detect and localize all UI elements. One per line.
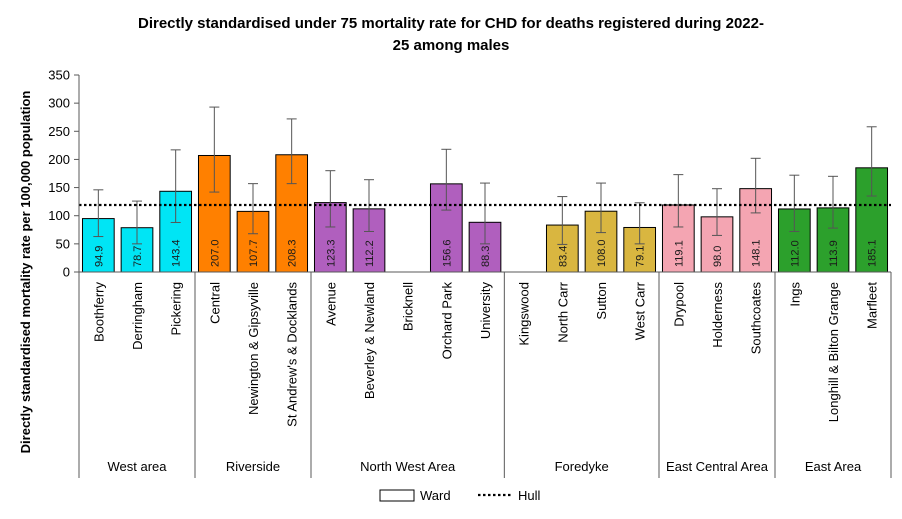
- x-group-label: Riverside: [226, 459, 280, 474]
- data-label: 94.9: [93, 246, 105, 267]
- legend-hull-label: Hull: [518, 488, 541, 503]
- data-label: 143.4: [171, 239, 183, 267]
- x-category-label: West Carr: [633, 281, 648, 340]
- x-category-label: Sutton: [594, 282, 609, 320]
- x-category-label: Beverley & Newland: [362, 282, 377, 399]
- x-group-label: Foredyke: [555, 459, 609, 474]
- data-label: 123.3: [325, 239, 337, 267]
- y-tick-label: 250: [48, 124, 70, 139]
- y-tick-label: 0: [63, 265, 70, 280]
- x-group-label: East Central Area: [666, 459, 769, 474]
- x-category-label: Orchard Park: [439, 282, 454, 360]
- x-category-label: University: [478, 282, 493, 340]
- x-category-label: Kingswood: [517, 282, 532, 346]
- x-category-label: Ings: [787, 282, 802, 307]
- x-group-label: West area: [107, 459, 167, 474]
- chart-title-line-1: Directly standardised under 75 mortality…: [138, 15, 764, 32]
- data-label: 112.0: [789, 240, 801, 267]
- data-label: 79.1: [635, 246, 647, 267]
- legend-ward-label: Ward: [420, 488, 451, 503]
- x-category-label: Holderness: [710, 282, 725, 348]
- data-label: 207.0: [209, 239, 221, 267]
- x-category-label: Avenue: [323, 282, 338, 326]
- plot-area: 0 50 100 150 200 250 300 350 94.9 78.7 143.4 207.0 1…: [48, 68, 892, 503]
- bar: [236, 210, 270, 273]
- data-label: 83.4: [557, 246, 569, 267]
- x-category-label: Marfleet: [865, 282, 880, 329]
- x-group-label: North West Area: [360, 459, 456, 474]
- legend-ward-swatch: [379, 489, 415, 502]
- data-label: 88.3: [480, 246, 492, 267]
- data-label: 108.0: [596, 239, 608, 267]
- y-tick-label: 300: [48, 96, 70, 111]
- data-label: 98.0: [712, 246, 724, 267]
- y-tick-label: 100: [48, 208, 70, 223]
- x-category-label: Newington & Gipsyville: [246, 282, 261, 415]
- x-group-label: East Area: [805, 459, 862, 474]
- x-category-label: Drypool: [671, 282, 686, 327]
- x-category-label: Boothferry: [91, 282, 106, 342]
- data-label: 156.6: [441, 239, 453, 267]
- data-label: 78.7: [132, 246, 144, 267]
- data-label: 107.7: [248, 239, 260, 267]
- y-tick-label: 200: [48, 152, 70, 167]
- data-label: 119.1: [673, 240, 685, 267]
- data-label: 208.3: [287, 239, 299, 267]
- x-category-label: Bricknell: [401, 282, 416, 331]
- x-category-label: Southcoates: [749, 282, 764, 355]
- y-tick-label: 150: [48, 180, 70, 195]
- x-category-label: Central: [207, 282, 222, 324]
- chart-title-line-2: 25 among males: [393, 37, 510, 54]
- x-category-label: Longhill & Bilton Grange: [826, 282, 841, 422]
- y-tick-label: 50: [56, 236, 70, 251]
- data-label: 185.1: [867, 239, 879, 267]
- y-axis-label: Directly standardised mortality rate per…: [18, 91, 33, 454]
- data-label: 112.2: [364, 240, 376, 267]
- x-category-label: St Andrew's & Docklands: [285, 282, 300, 427]
- x-category-label: North Carr: [555, 281, 570, 342]
- y-tick-label: 350: [48, 68, 70, 83]
- x-category-label: Derringham: [130, 282, 145, 350]
- data-label: 113.9: [828, 240, 840, 267]
- data-label: 148.1: [751, 239, 763, 267]
- x-category-label: Pickering: [169, 282, 184, 335]
